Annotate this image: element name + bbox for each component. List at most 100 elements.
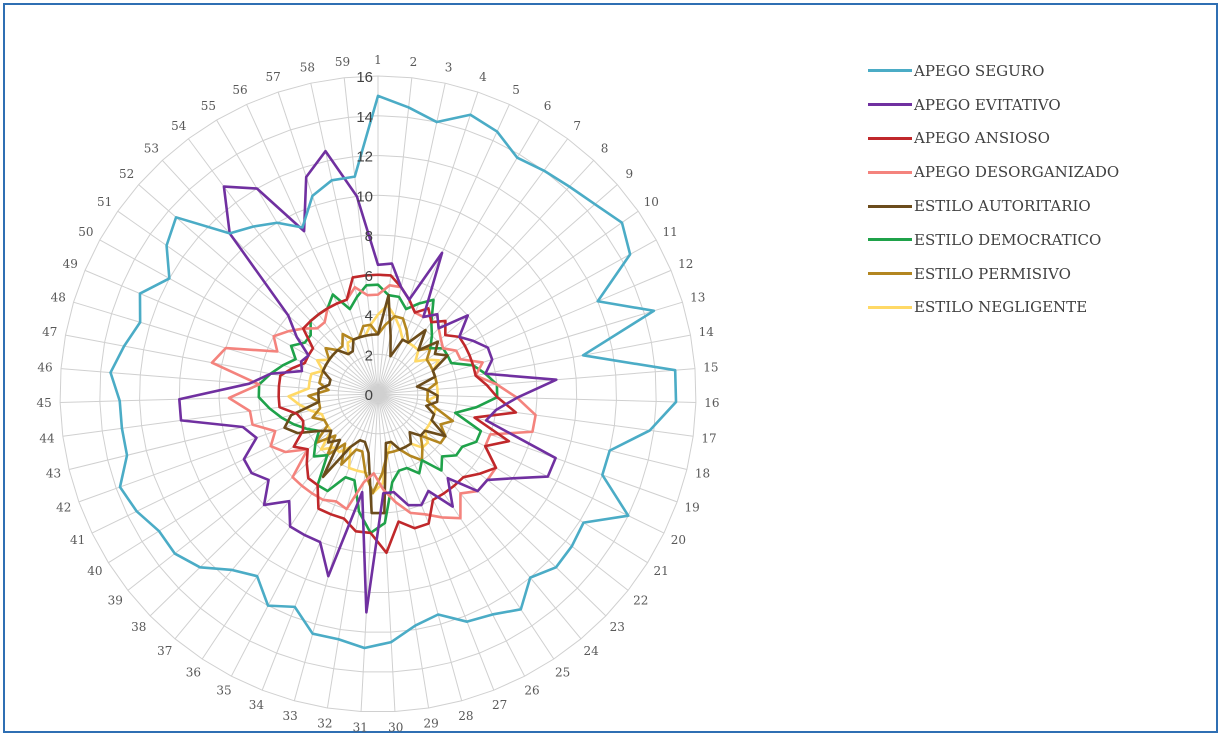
legend-label: APEGO EVITATIVO <box>914 95 1061 114</box>
series-line <box>109 94 678 650</box>
category-label: 16 <box>704 396 719 410</box>
category-label: 28 <box>458 709 473 723</box>
radial-tick-label: 10 <box>356 188 373 205</box>
category-label: 25 <box>555 665 570 679</box>
category-label: 44 <box>39 431 55 445</box>
radial-tick-label: 12 <box>356 149 373 166</box>
category-label: 29 <box>423 717 438 731</box>
legend-label: APEGO DESORGANIZADO <box>914 163 1120 182</box>
radial-tick-label: 14 <box>356 109 373 126</box>
radial-tick-label: 6 <box>365 268 373 285</box>
legend: APEGO SEGURO APEGO EVITATIVO APEGO ANSIOSO… <box>868 54 1119 324</box>
category-label: 49 <box>63 257 78 271</box>
legend-item: APEGO EVITATIVO <box>868 88 1119 122</box>
category-label: 57 <box>265 70 280 84</box>
legend-item: APEGO ANSIOSO <box>868 122 1119 156</box>
legend-swatch <box>868 272 912 276</box>
category-label: 14 <box>699 325 715 339</box>
category-label: 26 <box>524 683 539 697</box>
category-label: 39 <box>108 593 123 607</box>
radar-gridline <box>218 234 538 554</box>
category-label: 22 <box>633 593 648 607</box>
radial-tick-label: 16 <box>356 69 373 86</box>
category-label: 27 <box>492 698 507 712</box>
legend-swatch <box>868 305 912 309</box>
category-label: 6 <box>544 99 552 113</box>
category-label: 17 <box>701 431 716 445</box>
category-label: 35 <box>216 683 231 697</box>
legend-swatch <box>868 136 912 140</box>
category-label: 37 <box>157 644 172 658</box>
legend-item: ESTILO AUTORITARIO <box>868 189 1119 223</box>
category-label: 18 <box>695 466 710 480</box>
radial-tick-label: 2 <box>365 347 373 364</box>
category-label: 30 <box>388 721 403 735</box>
radar-gridline <box>59 75 697 713</box>
series-line <box>210 284 537 520</box>
legend-label: ESTILO PERMISIVO <box>914 264 1071 283</box>
series-line <box>283 293 449 515</box>
legend-item: ESTILO DEMOCRATICO <box>868 223 1119 257</box>
radial-tick-label: 0 <box>365 387 373 404</box>
category-label: 7 <box>573 119 581 133</box>
category-label: 23 <box>610 620 625 634</box>
radar-series <box>109 94 678 650</box>
category-label: 36 <box>186 665 201 679</box>
category-label: 24 <box>584 644 600 658</box>
category-label: 59 <box>335 55 350 69</box>
legend-item: ESTILO NEGLIGENTE <box>868 291 1119 325</box>
category-label: 15 <box>703 360 718 374</box>
category-label: 13 <box>690 291 705 305</box>
legend-swatch <box>868 170 912 174</box>
legend-swatch <box>868 238 912 242</box>
legend-item: APEGO SEGURO <box>868 54 1119 88</box>
category-label: 2 <box>410 55 418 69</box>
radar-gridline <box>178 194 578 593</box>
category-label: 43 <box>46 466 61 480</box>
legend-label: ESTILO AUTORITARIO <box>914 197 1091 216</box>
category-label: 5 <box>512 83 520 97</box>
category-label: 41 <box>70 533 85 547</box>
category-label: 47 <box>42 325 57 339</box>
category-label: 55 <box>201 99 216 113</box>
radial-tick-label: 8 <box>365 228 373 245</box>
radar-gridline <box>337 353 419 435</box>
category-label: 38 <box>131 620 146 634</box>
legend-label: ESTILO DEMOCRATICO <box>914 230 1102 249</box>
category-label: 4 <box>479 70 487 84</box>
category-label: 51 <box>97 195 112 209</box>
category-label: 9 <box>626 167 634 181</box>
category-label: 8 <box>601 142 609 156</box>
legend-swatch <box>868 103 912 107</box>
category-label: 31 <box>353 721 368 735</box>
legend-label: APEGO SEGURO <box>914 61 1045 80</box>
series-line <box>178 149 558 614</box>
category-label: 10 <box>644 195 659 209</box>
category-label: 56 <box>232 83 247 97</box>
category-label: 52 <box>119 167 134 181</box>
category-label: 32 <box>317 717 332 731</box>
category-label: 53 <box>144 142 159 156</box>
category-label: 21 <box>654 564 669 578</box>
category-label: 11 <box>663 225 678 239</box>
category-label: 46 <box>37 360 52 374</box>
category-label: 34 <box>249 698 265 712</box>
legend-swatch <box>868 204 912 208</box>
radial-tick-label: 4 <box>365 308 373 325</box>
legend-swatch <box>868 69 912 73</box>
radial-tick-labels: 0 2 4 6 8 10 12 14 16 <box>356 69 373 404</box>
category-label: 12 <box>678 257 693 271</box>
category-label: 33 <box>282 709 297 723</box>
category-label: 42 <box>56 500 71 514</box>
category-label: 54 <box>171 119 187 133</box>
category-label: 50 <box>78 225 93 239</box>
category-label: 58 <box>300 61 315 75</box>
radar-grid <box>59 75 697 713</box>
category-label: 1 <box>374 53 382 67</box>
radar-gridline <box>139 154 617 633</box>
category-label: 19 <box>685 500 700 514</box>
series-line <box>287 303 441 495</box>
radar-gridline <box>99 115 657 673</box>
category-labels: 1 2 34567891011121314151617181920212223242… <box>36 53 719 735</box>
